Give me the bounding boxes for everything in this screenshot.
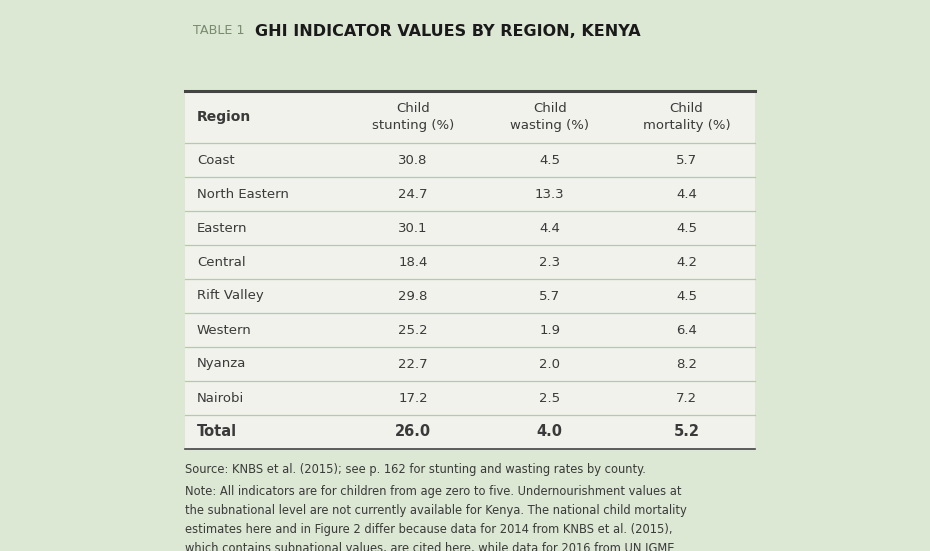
- Text: 22.7: 22.7: [398, 358, 428, 370]
- Text: 17.2: 17.2: [398, 392, 428, 404]
- Text: 2.0: 2.0: [539, 358, 560, 370]
- Text: 29.8: 29.8: [398, 289, 428, 302]
- Text: Central: Central: [197, 256, 246, 268]
- Text: 7.2: 7.2: [676, 392, 698, 404]
- Text: Child
stunting (%): Child stunting (%): [372, 102, 454, 132]
- Text: 26.0: 26.0: [395, 424, 432, 440]
- Text: 2.5: 2.5: [539, 392, 561, 404]
- Text: Child
wasting (%): Child wasting (%): [511, 102, 590, 132]
- Text: 4.0: 4.0: [537, 424, 563, 440]
- Text: 5.2: 5.2: [673, 424, 699, 440]
- Text: 4.4: 4.4: [539, 222, 560, 235]
- Text: 30.8: 30.8: [398, 154, 428, 166]
- Text: 4.5: 4.5: [676, 222, 698, 235]
- Text: Nairobi: Nairobi: [197, 392, 245, 404]
- Text: Rift Valley: Rift Valley: [197, 289, 264, 302]
- Text: 2.3: 2.3: [539, 256, 561, 268]
- Text: 4.5: 4.5: [539, 154, 560, 166]
- Text: Western: Western: [197, 323, 252, 337]
- Text: Coast: Coast: [197, 154, 234, 166]
- Text: 1.9: 1.9: [539, 323, 560, 337]
- Text: Source: KNBS et al. (2015); see p. 162 for stunting and wasting rates by county.: Source: KNBS et al. (2015); see p. 162 f…: [185, 463, 645, 476]
- Text: Region: Region: [197, 110, 251, 124]
- Text: Child
mortality (%): Child mortality (%): [643, 102, 730, 132]
- Text: Total: Total: [197, 424, 237, 440]
- Text: 25.2: 25.2: [398, 323, 428, 337]
- Text: TABLE 1: TABLE 1: [193, 24, 245, 37]
- Text: North Eastern: North Eastern: [197, 187, 289, 201]
- Text: 4.2: 4.2: [676, 256, 698, 268]
- Text: Eastern: Eastern: [197, 222, 247, 235]
- Bar: [185, 91, 755, 449]
- Text: GHI INDICATOR VALUES BY REGION, KENYA: GHI INDICATOR VALUES BY REGION, KENYA: [255, 24, 641, 39]
- Text: 24.7: 24.7: [398, 187, 428, 201]
- Text: 30.1: 30.1: [398, 222, 428, 235]
- Text: 4.4: 4.4: [676, 187, 698, 201]
- Text: 8.2: 8.2: [676, 358, 698, 370]
- Text: 5.7: 5.7: [539, 289, 561, 302]
- Text: Nyanza: Nyanza: [197, 358, 246, 370]
- Text: 18.4: 18.4: [398, 256, 428, 268]
- Text: Note: All indicators are for children from age zero to five. Undernourishment va: Note: All indicators are for children fr…: [185, 485, 686, 551]
- Text: 13.3: 13.3: [535, 187, 565, 201]
- Text: 6.4: 6.4: [676, 323, 698, 337]
- Text: 5.7: 5.7: [676, 154, 698, 166]
- Text: 4.5: 4.5: [676, 289, 698, 302]
